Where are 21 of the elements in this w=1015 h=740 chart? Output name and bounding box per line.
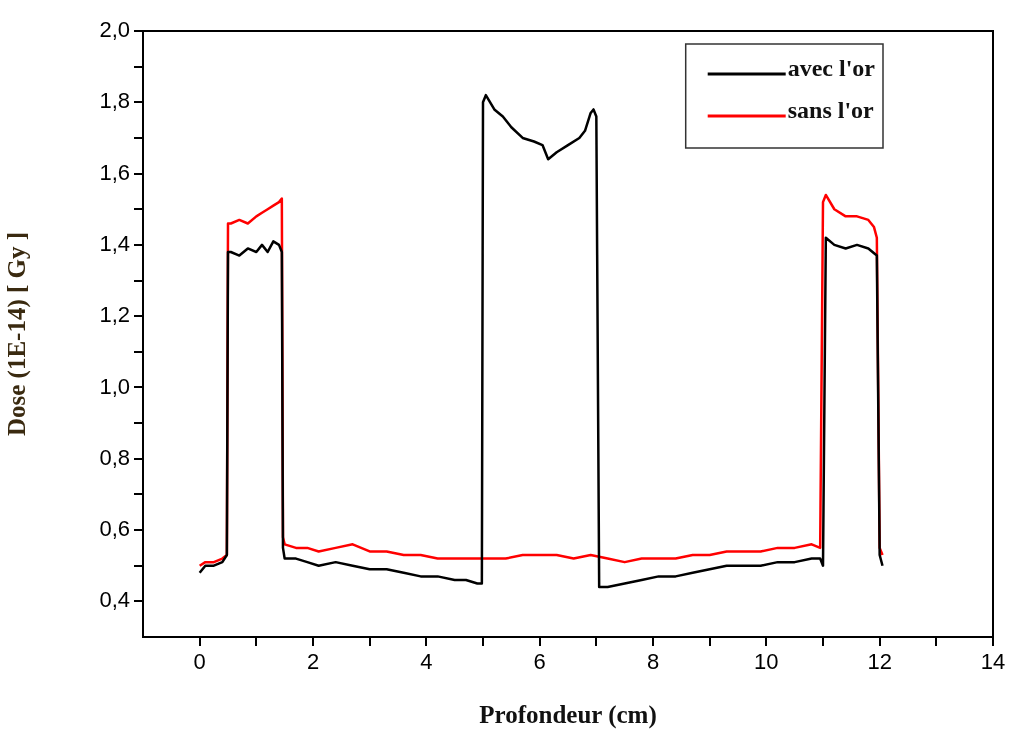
x-tick-label: 10 [754,649,779,675]
x-tick-label: 2 [306,649,320,675]
y-tick-label: 0,8 [99,444,130,470]
x-tick-label: 0 [193,649,206,675]
legend-label: sans l'or [787,97,875,124]
y-tick-label: 1,0 [99,373,130,399]
y-tick-label: 1,4 [99,230,130,256]
x-tick-label: 14 [980,649,1006,675]
y-tick-label: 1,6 [99,159,130,185]
x-tick-label: 4 [420,649,433,675]
y-tick-label: 0,4 [99,587,130,613]
y-tick-label: 1,8 [99,88,130,114]
x-tick-label: 6 [533,649,546,675]
y-tick-label: 2,0 [99,17,130,43]
legend-label: avec l'or [787,55,876,82]
y-axis-title: Dose (1E-14) [ Gy ] [3,231,32,437]
x-tick-label: 12 [867,649,892,675]
y-tick-label: 1,2 [99,302,130,328]
x-tick-label: 8 [646,649,660,675]
x-axis-title: Profondeur (cm) [479,701,657,730]
y-tick-label: 0,6 [99,516,130,542]
